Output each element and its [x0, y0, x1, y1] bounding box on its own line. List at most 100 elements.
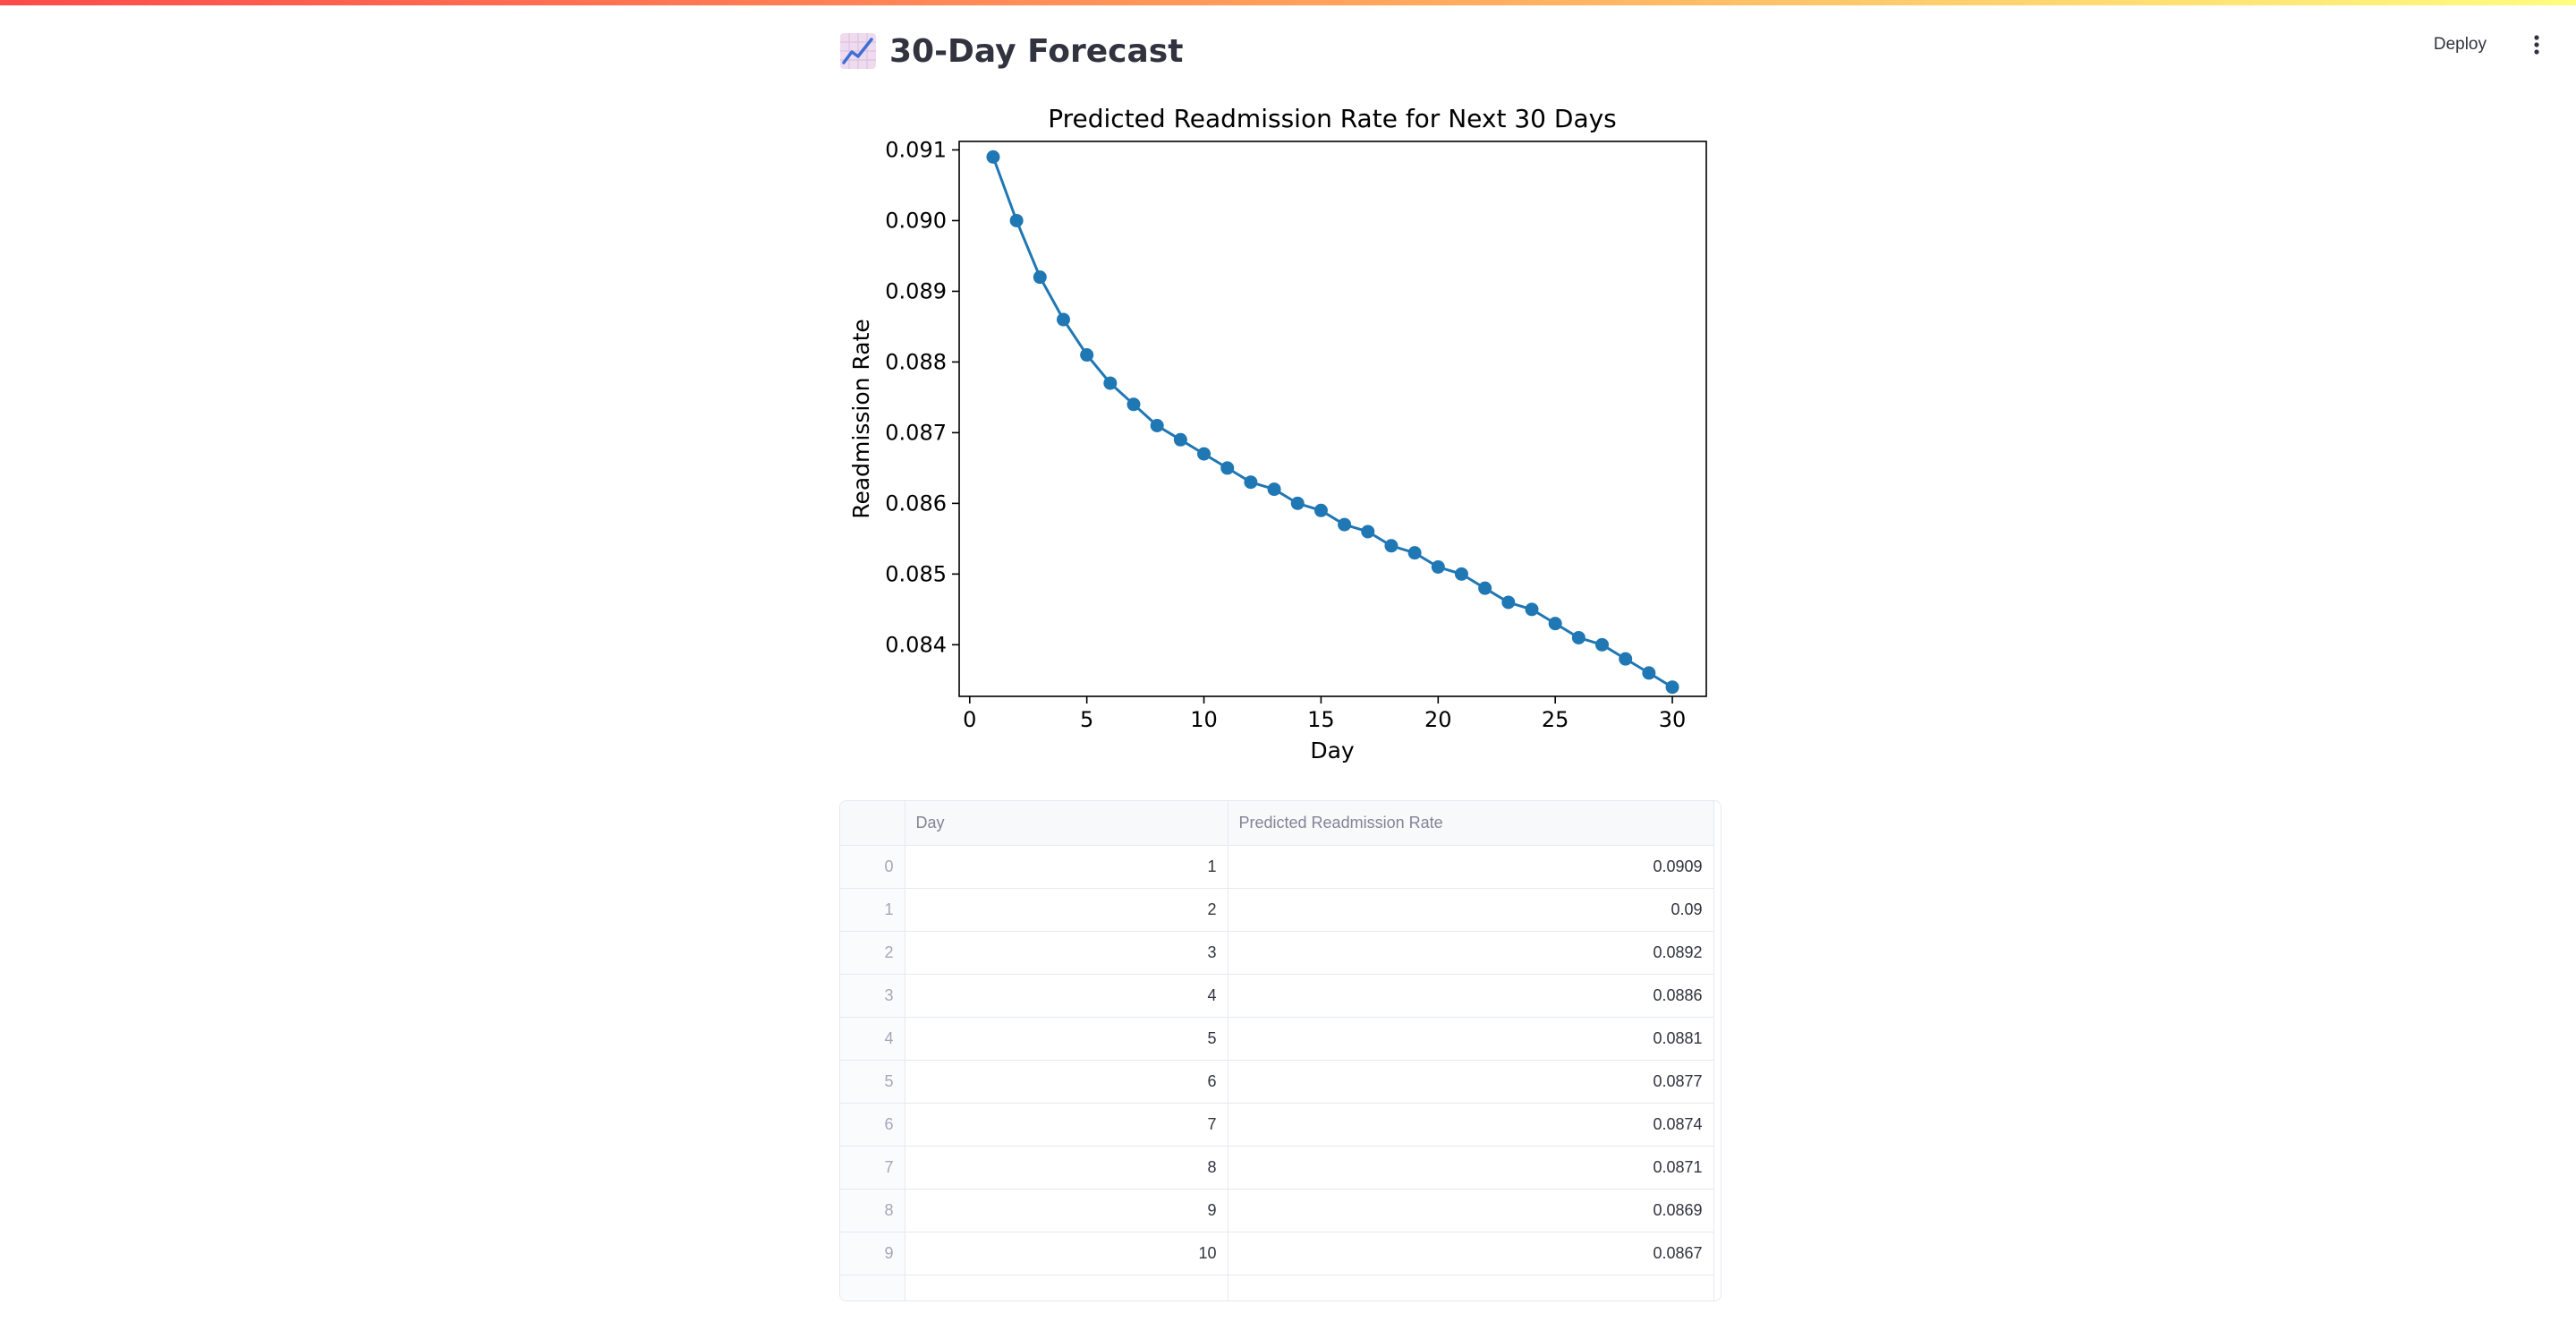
y-tick-label: 0.084 — [885, 632, 947, 657]
y-tick-label: 0.088 — [885, 349, 947, 374]
data-point — [1431, 559, 1445, 574]
table-row[interactable]: 7 8 0.0871 — [840, 1146, 1714, 1190]
index-column-header[interactable] — [840, 801, 905, 846]
rate-cell[interactable]: 0.0871 — [1228, 1146, 1714, 1190]
table-row[interactable]: 2 3 0.0892 — [840, 931, 1714, 975]
data-grid: Day Predicted Readmission Rate 0 1 0.0909 1… — [840, 801, 1714, 1301]
data-point — [1619, 652, 1633, 666]
data-point — [1220, 461, 1235, 475]
table-cell-partial — [905, 1275, 1228, 1301]
data-point — [1525, 602, 1539, 617]
data-point — [1056, 312, 1070, 327]
day-cell[interactable]: 1 — [905, 845, 1228, 889]
data-point — [1595, 637, 1610, 652]
rate-cell[interactable]: 0.0886 — [1228, 974, 1714, 1018]
y-tick-label: 0.087 — [885, 420, 947, 445]
day-column-header[interactable]: Day — [905, 801, 1228, 846]
row-index-cell[interactable]: 3 — [840, 974, 905, 1018]
x-tick-label: 10 — [1190, 707, 1218, 732]
data-point — [1173, 432, 1187, 447]
data-point — [1665, 680, 1679, 695]
row-index-cell[interactable]: 2 — [840, 931, 905, 975]
day-cell[interactable]: 8 — [905, 1146, 1228, 1190]
x-axis-label: Day — [1310, 738, 1355, 763]
x-tick-label: 20 — [1424, 707, 1452, 732]
table-row[interactable]: 6 7 0.0874 — [840, 1103, 1714, 1147]
rate-column-header[interactable]: Predicted Readmission Rate — [1228, 801, 1714, 846]
data-point — [1314, 503, 1328, 517]
rate-cell[interactable]: 0.0869 — [1228, 1189, 1714, 1232]
data-point — [1150, 419, 1164, 433]
rate-cell[interactable]: 0.09 — [1228, 888, 1714, 932]
y-tick-label: 0.085 — [885, 561, 947, 586]
rate-cell[interactable]: 0.0909 — [1228, 845, 1714, 889]
row-index-cell[interactable]: 4 — [840, 1017, 905, 1061]
row-index-cell[interactable]: 5 — [840, 1060, 905, 1104]
table-cell-partial — [1228, 1275, 1714, 1301]
y-tick-label: 0.090 — [885, 208, 947, 233]
data-point — [1407, 546, 1422, 560]
table-row[interactable]: 9 10 0.0867 — [840, 1232, 1714, 1275]
rate-cell[interactable]: 0.0881 — [1228, 1017, 1714, 1061]
data-point — [1244, 475, 1258, 490]
chart-increasing-emoji-icon — [840, 33, 876, 69]
day-cell[interactable]: 9 — [905, 1189, 1228, 1232]
table-row[interactable]: 5 6 0.0877 — [840, 1060, 1714, 1104]
table-row[interactable]: 4 5 0.0881 — [840, 1017, 1714, 1061]
table-row[interactable]: 0 1 0.0909 — [840, 845, 1714, 889]
data-point — [1033, 270, 1047, 285]
row-index-cell[interactable]: 1 — [840, 888, 905, 932]
y-tick-label: 0.089 — [885, 278, 947, 303]
table-row[interactable]: 1 2 0.09 — [840, 888, 1714, 932]
rate-cell[interactable]: 0.0892 — [1228, 931, 1714, 975]
data-point — [986, 149, 1000, 164]
x-tick-label: 30 — [1659, 707, 1687, 732]
table-row[interactable]: 3 4 0.0886 — [840, 974, 1714, 1018]
data-point — [1126, 397, 1141, 412]
table-cell-partial — [840, 1275, 905, 1301]
plot-area-frame — [958, 141, 1707, 697]
main-menu-button[interactable] — [2522, 27, 2551, 63]
table-row[interactable]: 8 9 0.0869 — [840, 1189, 1714, 1232]
forecast-chart: Predicted Readmission Rate for Next 30 D… — [839, 97, 1722, 770]
data-point — [1454, 567, 1468, 581]
deploy-button[interactable]: Deploy — [2425, 28, 2495, 62]
day-cell[interactable]: 10 — [905, 1232, 1228, 1275]
data-point — [1267, 482, 1281, 497]
data-point — [1501, 595, 1516, 610]
x-tick-label: 25 — [1542, 707, 1569, 732]
data-point — [1080, 348, 1094, 362]
x-tick-label: 15 — [1307, 707, 1335, 732]
top-decoration-bar — [0, 0, 2576, 5]
row-index-cell[interactable]: 7 — [840, 1146, 905, 1190]
forecast-table[interactable]: Day Predicted Readmission Rate 0 1 0.0909 1… — [839, 800, 1722, 1301]
day-cell[interactable]: 6 — [905, 1060, 1228, 1104]
data-point — [1478, 581, 1492, 595]
row-index-cell[interactable]: 8 — [840, 1189, 905, 1232]
row-index-cell[interactable]: 9 — [840, 1232, 905, 1275]
header-actions: Deploy — [2425, 27, 2551, 63]
row-index-cell[interactable]: 0 — [840, 845, 905, 889]
chart-title: Predicted Readmission Rate for Next 30 D… — [1048, 104, 1617, 133]
day-cell[interactable]: 3 — [905, 931, 1228, 975]
rate-cell[interactable]: 0.0874 — [1228, 1103, 1714, 1147]
page-header: 30-Day Forecast — [839, 32, 1183, 70]
data-point — [1361, 525, 1375, 539]
vertical-dots-icon — [2534, 35, 2539, 55]
day-cell[interactable]: 4 — [905, 974, 1228, 1018]
data-point — [1571, 630, 1586, 644]
row-index-cell[interactable]: 6 — [840, 1103, 905, 1147]
series-line — [991, 156, 1673, 688]
y-axis-label: Readmission Rate — [848, 319, 874, 519]
data-point — [1338, 517, 1352, 532]
data-point — [1642, 666, 1656, 680]
table-header-row: Day Predicted Readmission Rate — [840, 801, 1714, 846]
data-point — [1548, 617, 1562, 631]
rate-cell[interactable]: 0.0867 — [1228, 1232, 1714, 1275]
rate-cell[interactable]: 0.0877 — [1228, 1060, 1714, 1104]
day-cell[interactable]: 7 — [905, 1103, 1228, 1147]
data-point — [1009, 213, 1024, 227]
y-tick-label: 0.091 — [885, 137, 947, 162]
day-cell[interactable]: 5 — [905, 1017, 1228, 1061]
day-cell[interactable]: 2 — [905, 888, 1228, 932]
